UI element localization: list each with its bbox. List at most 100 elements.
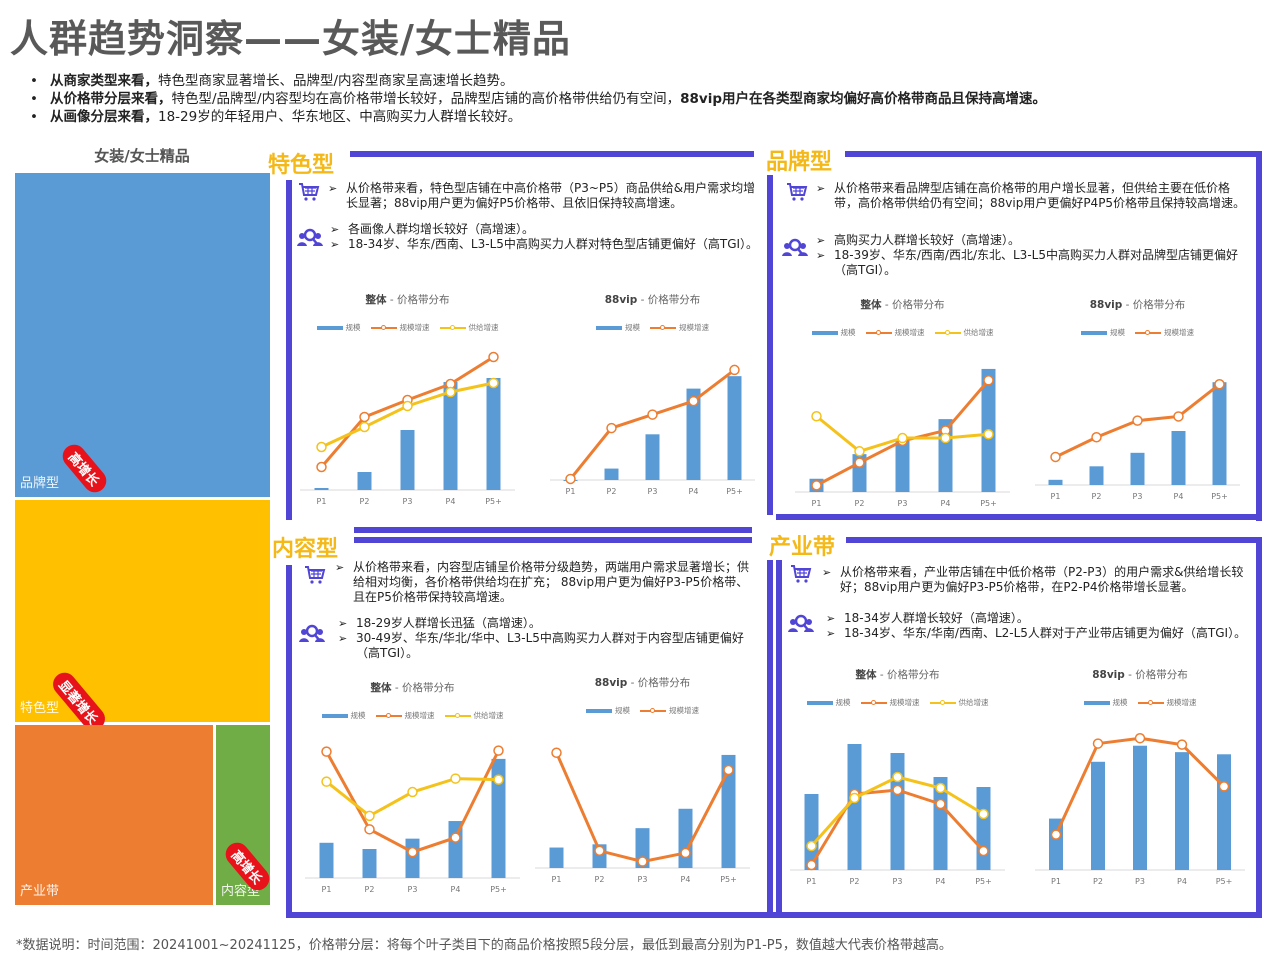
svg-text:P3: P3: [1135, 877, 1145, 886]
svg-text:P4: P4: [446, 497, 456, 506]
chart-title: 88vip - 价格带分布: [594, 677, 691, 689]
people-search-icon: [788, 614, 814, 632]
svg-text:P3: P3: [893, 877, 903, 886]
svg-text:P3: P3: [638, 875, 648, 884]
persona-insight: 18-34岁人群增长较好（高增速）。18-34岁、华东/华南/西南、L2-L5人…: [826, 611, 1256, 641]
svg-text:P2: P2: [595, 875, 605, 884]
price-insight: 从价格带来看品牌型店铺在高价格带的用户增长显著，但供给主要在低价格带，高价格带供…: [816, 181, 1252, 211]
people-search-icon: [299, 624, 325, 642]
svg-text:P4: P4: [681, 875, 691, 884]
frame-line: [776, 560, 782, 917]
svg-text:P5+: P5+: [1211, 492, 1228, 501]
chart-legend: 规模 规模增速: [530, 705, 755, 716]
frame-line: [350, 151, 754, 157]
svg-text:P5+: P5+: [975, 877, 992, 886]
svg-text:P3: P3: [408, 885, 418, 894]
chart-content-overall: P1 P2 P3 P4 P5+ 整体 - 价格带分布规模 规模增速 供给增速: [300, 678, 525, 903]
chart-title: 整体 - 价格带分布: [855, 669, 940, 681]
svg-text:P3: P3: [898, 499, 908, 508]
svg-text:P2: P2: [1093, 877, 1103, 886]
frame-line: [846, 537, 1262, 543]
chart-industry-88vip: P1 P2 P3 P4 P5+ 88vip - 价格带分布 规模 规模增速: [1030, 665, 1250, 895]
chart-title: 88vip - 价格带分布: [1089, 299, 1186, 311]
chart-legend: 规模 规模增速 供给增速: [790, 327, 1015, 338]
svg-text:P2: P2: [607, 487, 617, 496]
chart-title: 88vip - 价格带分布: [1092, 669, 1188, 681]
persona-insight: 各画像人群均增长较好（高增速）。18-34岁、华东/西南、L3-L5中高购买力人…: [330, 222, 760, 252]
treemap-cell-brand: 品牌型 高增长: [15, 173, 270, 497]
price-insight: 从价格带来看，产业带店铺在中低价格带（P2-P3）的用户需求&供给增长较好；88…: [822, 565, 1252, 595]
svg-text:P2: P2: [360, 497, 370, 506]
svg-text:P2: P2: [365, 885, 375, 894]
svg-text:P1: P1: [566, 487, 576, 496]
summary-bullet: 从画像分层来看，18-29岁的年轻用户、华东地区、中高购买力人群增长较好。: [30, 108, 1046, 126]
growth-badge: 高增长: [58, 440, 111, 497]
chart-brand-overall: P1 P2 P3 P4 P5+ 整体 - 价格带分布 规模 规模增速 供给增速: [790, 295, 1015, 517]
svg-text:P5+: P5+: [720, 875, 737, 884]
treemap-cell-industry: 产业带: [15, 725, 213, 905]
svg-text:P4: P4: [1174, 492, 1184, 501]
persona-insight: 高购买力人群增长较好（高增速）。18-39岁、华东/西南/西北/东北、L3-L5…: [816, 233, 1252, 278]
people-search-icon: [782, 238, 808, 256]
chart-legend: 规模 规模增速 供给增速: [300, 710, 525, 721]
frame-line: [767, 560, 773, 917]
section-title-industry: 产业带: [769, 535, 836, 560]
frame-line: [845, 151, 1262, 157]
svg-text:P2: P2: [1092, 492, 1102, 501]
chart-legend: 规模 规模增速 供给增速: [295, 322, 520, 333]
treemap-cell-content: 内容型 高增长: [216, 725, 274, 905]
svg-text:P1: P1: [807, 877, 817, 886]
section-title-brand: 品牌型: [766, 150, 833, 175]
svg-text:P2: P2: [855, 499, 865, 508]
svg-text:P4: P4: [451, 885, 461, 894]
treemap-cell-feature: 特色型 显著增长: [15, 500, 270, 735]
frame-line: [354, 527, 752, 533]
price-insight: 从价格带来看，内容型店铺呈价格带分级趋势，两端用户需求显著增长；供给相对均衡，各…: [335, 560, 755, 605]
shopping-cart-icon: [299, 183, 320, 201]
chart-industry-overall: P1 P2 P3 P4 P5+ 整体 - 价格带分布 规模 规模增速 供给增速: [785, 665, 1010, 895]
chart-title: 整体 - 价格带分布: [370, 682, 455, 694]
svg-text:P1: P1: [1051, 877, 1061, 886]
svg-text:P5+: P5+: [490, 885, 507, 894]
svg-text:P5+: P5+: [726, 487, 743, 496]
chart-brand-88vip: P1 P2 P3 P4 P5+ 88vip - 价格带分布 规模 规模增速: [1030, 295, 1245, 510]
chart-feature-88vip: P1 P2 P3 P4 P5+ 88vip - 价格带分布规模 规模增速: [545, 290, 760, 505]
svg-text:P5+: P5+: [485, 497, 502, 506]
frame-line: [776, 514, 1262, 520]
chart-legend: 规模 规模增速: [545, 322, 760, 333]
frame-line: [1256, 151, 1262, 521]
svg-text:P3: P3: [403, 497, 413, 506]
svg-text:P1: P1: [1051, 492, 1061, 501]
section-title-content: 内容型: [272, 537, 339, 562]
svg-text:P4: P4: [1177, 877, 1187, 886]
data-note: *数据说明：时间范围：20241001~20241125，价格带分层：将每个叶子…: [16, 938, 952, 953]
chart-content-88vip: P1 P2 P3 P4 P5+ 88vip - 价格带分布规模 规模增速: [530, 673, 755, 893]
summary-bullets: 从商家类型来看，特色型商家显著增长、品牌型/内容型商家呈高速增长趋势。 从价格带…: [30, 72, 1046, 126]
svg-text:P2: P2: [850, 877, 860, 886]
price-insight: 从价格带来看，特色型店铺在中高价格带（P3~P5）商品供给&用户需求均增长显著；…: [328, 181, 758, 211]
svg-text:P1: P1: [552, 875, 562, 884]
summary-bullet: 从价格带分层来看，特色型/品牌型/内容型均在高价格带增长较好，品牌型店铺的高价格…: [30, 90, 1046, 108]
svg-text:P1: P1: [322, 885, 332, 894]
svg-text:P3: P3: [1133, 492, 1143, 501]
shopping-cart-icon: [787, 183, 808, 201]
frame-line: [767, 175, 773, 515]
shopping-cart-icon: [791, 565, 812, 583]
svg-text:P4: P4: [936, 877, 946, 886]
chart-title: 整体 - 价格带分布: [860, 299, 945, 311]
svg-text:P1: P1: [317, 497, 327, 506]
svg-text:P3: P3: [648, 487, 658, 496]
chart-feature-overall: P1 P2 P3 P4 P5+ 整体 - 价格带分布规模 规模增速 供给增速: [295, 290, 520, 515]
svg-text:P5+: P5+: [980, 499, 997, 508]
frame-line: [286, 180, 292, 520]
section-title-feature: 特色型: [268, 153, 335, 178]
chart-title: 88vip - 价格带分布: [604, 294, 701, 306]
svg-text:P5+: P5+: [1216, 877, 1233, 886]
svg-text:P4: P4: [689, 487, 699, 496]
chart-title: 整体 - 价格带分布: [365, 294, 450, 306]
summary-bullet: 从商家类型来看，特色型商家显著增长、品牌型/内容型商家呈高速增长趋势。: [30, 72, 1046, 90]
persona-insight: 18-29岁人群增长迅猛（高增速）。30-49岁、华东/华北/华中、L3-L5中…: [338, 616, 758, 661]
frame-line: [286, 565, 292, 917]
shopping-cart-icon: [305, 566, 326, 584]
svg-text:P1: P1: [812, 499, 822, 508]
